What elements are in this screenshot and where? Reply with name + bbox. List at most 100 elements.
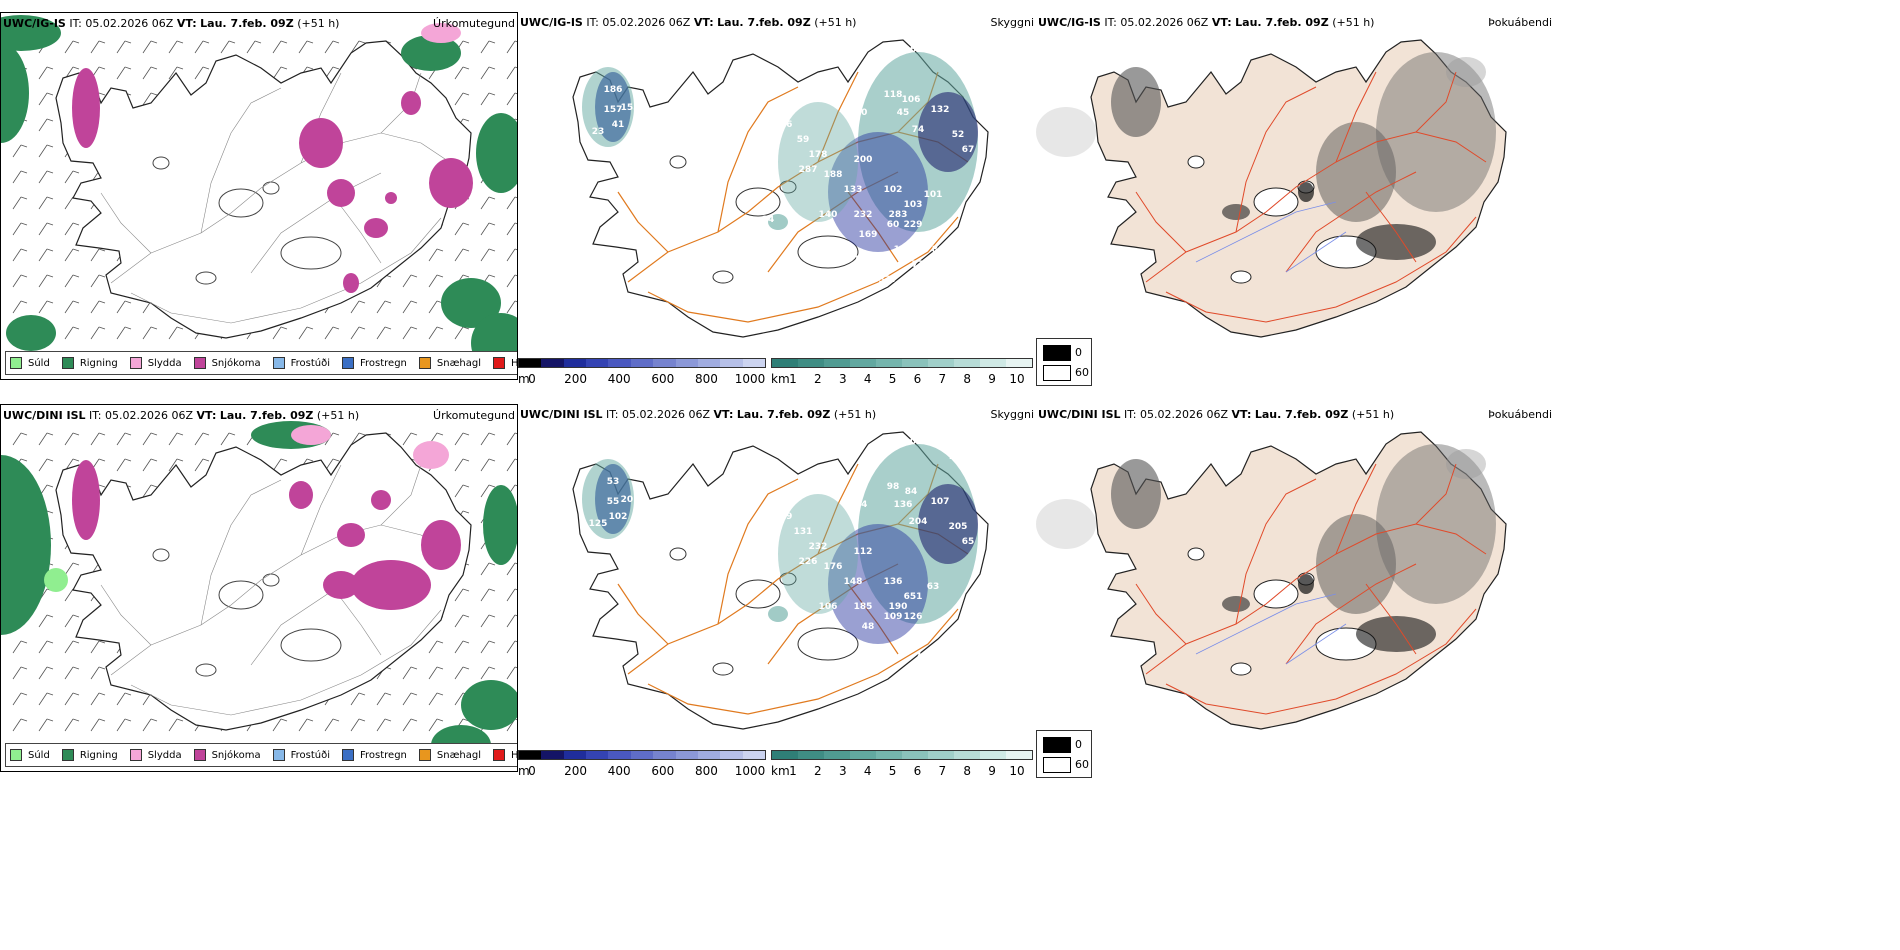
legend-swatch [129,357,142,369]
colorbar-segment [563,751,587,759]
wind-barb [20,274,28,278]
wind-barb [38,274,48,288]
wind-barb [280,40,288,44]
colorbar-segment [586,751,609,759]
legend-item: Slydda [129,357,182,369]
wind-barb [358,718,366,722]
colorbar-tick-label: 3 [838,764,847,778]
wind-barb [38,222,48,236]
snow-area [343,273,359,293]
wind-barb [90,40,100,54]
wind-barb [454,666,464,680]
colorbar-tick-label: 1 [789,372,797,386]
colorbar-segment [675,359,698,367]
wind-barb [480,640,490,654]
wind-barb [280,66,288,70]
colorbar-segment [608,359,631,367]
cloud-base-label: 232 [854,210,873,220]
glacier-outline [280,236,342,270]
cloud-panel-top: 265 33 186 157 155 41 23 118 106 45 132 120 74 52 67 87… [518,12,1036,380]
wind-barb [462,432,470,436]
road-line [130,217,442,324]
cloud-base-label: 131 [794,527,813,537]
legend-label: Slydda [147,749,182,761]
legend-label: Haglél [511,357,518,369]
wind-barb [332,432,340,436]
wind-barb [506,432,516,446]
wind-barb [46,510,54,514]
colorbar-segment [742,751,765,759]
wind-barb [98,458,106,462]
wind-barb [488,588,496,592]
wind-barb [64,614,74,628]
wind-barb [428,692,438,706]
wind-barb [462,588,470,592]
wind-barb [64,248,74,262]
wind-barb [428,326,438,340]
legend-swatch [193,357,206,369]
colorbar-segment [541,359,564,367]
wind-barb [480,40,490,54]
wind-barb [116,432,126,446]
cloud-base-label: 52 [952,130,965,140]
wind-barb [514,300,517,303]
panel-header: UWC/IG-IS IT: 05.02.2026 06Z VT: Lau. 7.… [3,17,340,30]
wind-barb [514,458,517,461]
wind-barb [350,40,360,54]
wind-barb [228,432,236,436]
cloud-base-label: 107 [931,497,950,507]
colorbar-tick-label: 600 [651,372,675,386]
precip-area [1446,57,1486,87]
wind-barb [402,692,412,706]
road-line [300,464,342,556]
glacier-outline [1230,270,1252,284]
wind-barb [98,640,106,644]
wind-barb [46,718,54,722]
legend-swatch [129,749,142,761]
wind-barb [20,222,28,226]
road-line [1235,478,1317,625]
wind-barb [12,222,22,236]
wind-barb [462,484,470,488]
wind-barb [98,300,106,304]
precip-area [1376,52,1496,212]
wind-barb [428,248,438,262]
wind-barb [168,458,178,472]
road-line [1415,463,1457,525]
cloud-base-label: 48 [862,622,875,632]
wind-barb [462,222,470,226]
legend-item: Frostúði [272,749,330,761]
wind-barb [38,248,48,262]
wind-barb [90,300,100,314]
wind-barb [436,248,444,252]
glacier-outline [735,579,781,609]
wind-barb [506,640,516,654]
wind-barb [142,458,152,472]
colorbar-tick-label: 1 [789,764,797,778]
wind-barb [124,692,132,696]
wind-barb [98,666,106,670]
cloud-base-label: 102 [884,185,903,195]
cloud-base-label: 120 [849,108,868,118]
wind-barb [72,432,80,436]
glacier-outline [152,548,170,562]
wind-barb [462,92,470,96]
wind-barb [462,40,470,44]
precip-map-top [1,15,517,373]
wind-barb [12,666,22,680]
legend-label: Frostregn [360,357,407,369]
legend-label: Frostúði [290,357,330,369]
colorbar-segment [563,359,587,367]
fog-swatch-light [1043,365,1071,381]
cloud-base-label: 102 [609,512,628,522]
wind-barb [358,326,366,330]
cloud-base-label: 18 [877,315,890,325]
wind-barb [306,66,314,70]
road-line [1165,216,1477,323]
colorbar-unit: km [771,764,790,778]
wind-barb [384,718,392,722]
wind-barb [350,718,360,732]
wind-barb [410,326,418,330]
road-line [1335,71,1377,163]
wind-barb [298,40,308,54]
